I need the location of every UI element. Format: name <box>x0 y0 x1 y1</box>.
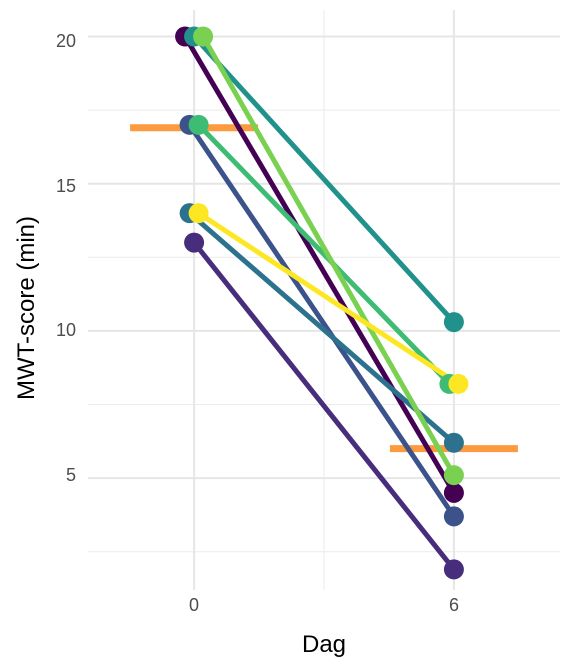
data-point <box>443 482 464 503</box>
series-line <box>191 240 457 572</box>
series-line <box>196 210 461 387</box>
x-axis-title: Dag <box>302 631 346 658</box>
series-line <box>196 122 452 387</box>
series-points <box>175 26 469 580</box>
y-tick-label: 5 <box>66 465 76 485</box>
series-line <box>200 33 457 478</box>
data-point <box>448 373 469 394</box>
data-point <box>443 559 464 580</box>
y-axis-title: MWT-score (min) <box>13 216 40 400</box>
x-tick-label: 0 <box>189 595 199 615</box>
y-tick-label: 20 <box>56 31 76 51</box>
data-point <box>188 203 209 224</box>
data-point <box>184 232 205 253</box>
data-point <box>443 312 464 333</box>
data-point <box>193 26 214 47</box>
x-tick-labels: 0 6 <box>189 595 459 615</box>
data-point <box>443 432 464 453</box>
data-point <box>188 114 209 135</box>
series-line <box>182 33 457 496</box>
data-point <box>443 465 464 486</box>
series-lines <box>182 33 461 572</box>
series-line <box>187 122 457 519</box>
series-line <box>191 33 457 325</box>
minor-gridlines <box>88 10 560 590</box>
y-tick-label: 15 <box>56 176 76 196</box>
y-tick-labels: 5 10 15 20 <box>56 31 76 485</box>
y-tick-label: 10 <box>56 320 76 340</box>
series-line <box>187 210 457 446</box>
data-point <box>443 506 464 527</box>
x-tick-label: 6 <box>449 595 459 615</box>
